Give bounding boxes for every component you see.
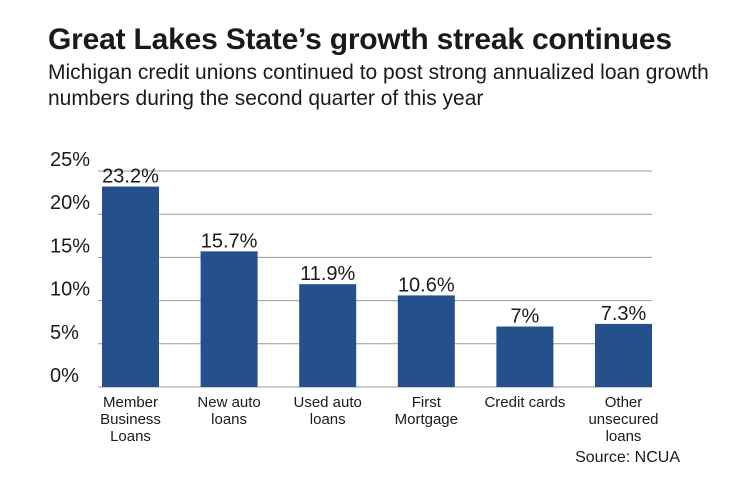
y-tick-label: 5% bbox=[50, 322, 79, 344]
value-label: 7% bbox=[510, 306, 539, 328]
chart-subtitle: Michigan credit unions continued to post… bbox=[48, 61, 709, 110]
category-label-line: Credit cards bbox=[484, 394, 565, 411]
bar bbox=[299, 284, 357, 387]
category-label-line: unsecured bbox=[588, 411, 658, 428]
y-axis-ticks: 0% 5% 10% 15% 20% 25% bbox=[50, 149, 90, 387]
value-labels: 23.2% 15.7% 11.9% 10.6% 7% 7.3% bbox=[102, 166, 646, 328]
category-label-line: Member bbox=[103, 394, 158, 411]
category-label: Credit cards bbox=[484, 394, 565, 411]
category-label-line: loans bbox=[606, 428, 642, 445]
category-label: Used auto loans bbox=[294, 394, 362, 428]
category-label: New auto loans bbox=[197, 394, 260, 428]
category-label-line: New auto bbox=[197, 394, 260, 411]
y-tick-label: 20% bbox=[50, 192, 90, 214]
bar bbox=[496, 326, 554, 387]
category-label-line: Other bbox=[605, 394, 643, 411]
value-label: 11.9% bbox=[300, 263, 355, 285]
category-label: Member Business Loans bbox=[100, 394, 161, 445]
y-tick-label: 10% bbox=[50, 279, 90, 301]
category-label: First Mortgage bbox=[395, 394, 458, 428]
category-label-line: Mortgage bbox=[395, 411, 458, 428]
bar bbox=[595, 323, 652, 387]
category-label-line: Business bbox=[100, 411, 161, 428]
source-note: Source: NCUA bbox=[575, 449, 680, 466]
bars bbox=[102, 186, 652, 387]
y-tick-label: 25% bbox=[50, 149, 90, 171]
category-label-line: loans bbox=[211, 411, 247, 428]
chart-title: Great Lakes State’s growth streak contin… bbox=[48, 23, 672, 56]
value-label: 7.3% bbox=[601, 303, 647, 325]
bar bbox=[102, 186, 159, 387]
y-tick-label: 0% bbox=[50, 365, 79, 387]
category-label-line: loans bbox=[310, 411, 346, 428]
value-label: 15.7% bbox=[201, 230, 258, 252]
category-label-line: First bbox=[412, 394, 442, 411]
category-label: Other unsecured loans bbox=[588, 394, 658, 445]
bar bbox=[200, 251, 258, 387]
grid-lines bbox=[98, 170, 652, 388]
value-label: 10.6% bbox=[398, 274, 455, 296]
category-label-line: Loans bbox=[110, 428, 151, 445]
bar bbox=[397, 295, 455, 387]
value-label: 23.2% bbox=[102, 166, 159, 188]
category-label-line: Used auto bbox=[294, 394, 362, 411]
y-tick-label: 15% bbox=[50, 235, 90, 257]
